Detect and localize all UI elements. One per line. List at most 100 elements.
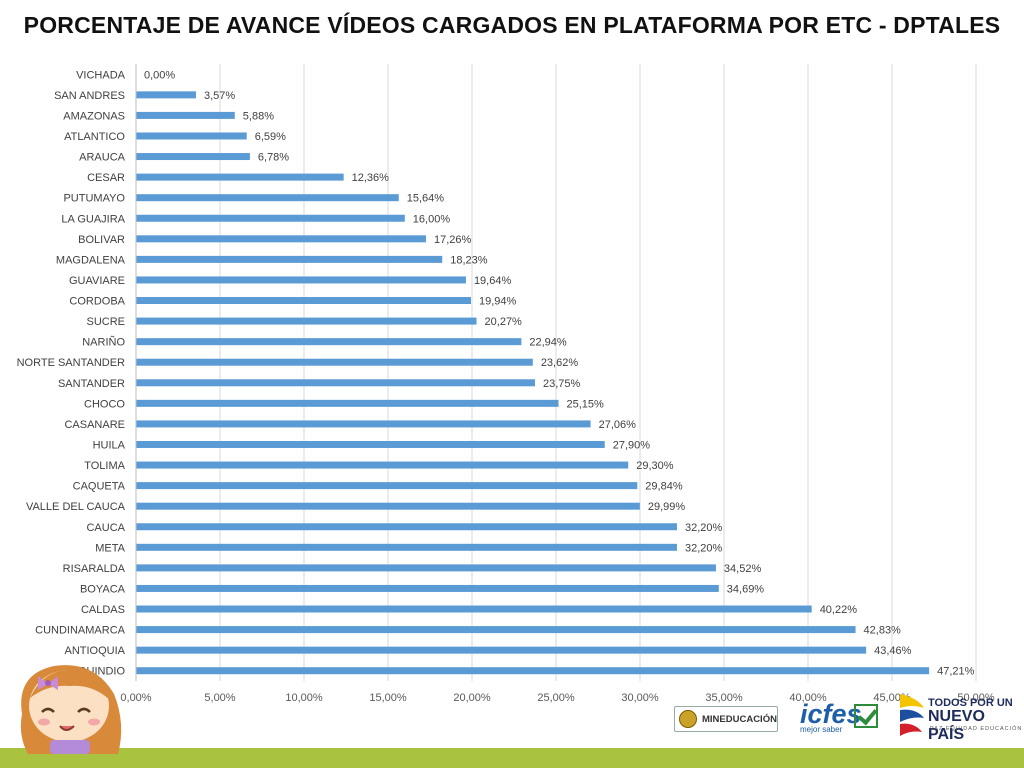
x-tick-label: 0,00% <box>120 692 151 704</box>
data-label: 23,62% <box>541 357 579 369</box>
category-label: ATLANTICO <box>64 131 125 143</box>
x-tick-label: 25,00% <box>537 692 575 704</box>
bar <box>136 194 399 202</box>
bar <box>136 235 426 243</box>
bar <box>136 482 638 490</box>
category-label: CALDAS <box>81 604 125 616</box>
data-label: 43,46% <box>874 645 912 657</box>
data-label: 18,23% <box>450 254 488 266</box>
category-label: SAN ANDRES <box>54 90 125 102</box>
data-label: 17,26% <box>434 234 472 246</box>
bar <box>136 317 477 325</box>
data-label: 42,83% <box>864 625 902 637</box>
girl-mascot-icon <box>20 665 122 754</box>
bar <box>136 605 812 613</box>
bar <box>136 440 605 448</box>
todos-por-un-nuevo-pais-logo: TODOS POR UN NUEVO PAÍS PAZ EQUIDAD EDUC… <box>898 688 1024 743</box>
data-label: 40,22% <box>820 604 858 616</box>
icfes-logo: icfes mejor saber <box>800 700 882 740</box>
chart-title: PORCENTAJE DE AVANCE VÍDEOS CARGADOS EN … <box>23 12 1001 38</box>
data-label: 5,88% <box>243 110 274 122</box>
x-tick-label: 15,00% <box>369 692 407 704</box>
category-label: CUNDINAMARCA <box>35 625 126 637</box>
category-label: CHOCO <box>84 398 125 410</box>
data-label: 23,75% <box>543 378 581 390</box>
bar <box>136 461 629 469</box>
category-label: NARIÑO <box>82 336 125 349</box>
data-label: 22,94% <box>529 337 567 349</box>
icfes-text: icfes <box>800 699 862 729</box>
bar <box>136 358 533 366</box>
bar <box>136 91 196 99</box>
category-label: GUAVIARE <box>69 275 125 287</box>
bar <box>136 379 535 387</box>
bar <box>136 667 930 675</box>
coat-of-arms-icon <box>679 710 697 728</box>
mineducacion-text: MINEDUCACIÓN <box>702 713 777 725</box>
category-label: BOLIVAR <box>78 234 125 246</box>
tpun-line1: TODOS POR UN <box>928 697 1013 709</box>
bar <box>136 276 466 284</box>
data-label: 29,99% <box>648 501 686 513</box>
bar <box>136 564 716 572</box>
bottom-band <box>0 748 1024 768</box>
data-label: 25,15% <box>567 398 605 410</box>
x-tick-label: 35,00% <box>705 692 743 704</box>
category-label: CORDOBA <box>69 296 125 308</box>
category-label: TOLIMA <box>84 460 125 472</box>
category-label: VICHADA <box>76 69 126 81</box>
tpun-line2: NUEVO PAÍS <box>928 708 985 743</box>
category-label: CESAR <box>87 172 125 184</box>
category-label: CASANARE <box>64 419 125 431</box>
data-label: 32,20% <box>685 542 723 554</box>
bar <box>136 626 856 634</box>
data-label: 34,52% <box>724 563 762 575</box>
tpun-line3: PAZ EQUIDAD EDUCACIÓN <box>930 726 1023 732</box>
category-label: META <box>95 542 125 554</box>
data-label: 47,21% <box>937 666 975 678</box>
category-label: ANTIOQUIA <box>64 645 125 657</box>
bar <box>136 543 677 551</box>
data-label: 12,36% <box>352 172 390 184</box>
category-label: HUILA <box>93 439 126 451</box>
mineducacion-logo: MINEDUCACIÓN <box>674 706 778 732</box>
category-label: RISARALDA <box>63 563 126 575</box>
bar <box>136 214 405 222</box>
bar <box>136 646 867 654</box>
bar <box>136 255 443 263</box>
data-label: 20,27% <box>485 316 523 328</box>
checkmark-icon <box>854 704 878 728</box>
data-label: 27,90% <box>613 439 651 451</box>
bar <box>136 132 247 140</box>
data-label: 6,59% <box>255 131 286 143</box>
bar-chart: 0,00% 5,00% 10,00% 15,00% 20,00% 25,00% 30,00%… <box>17 64 995 704</box>
data-label: 19,94% <box>479 296 517 308</box>
category-label: LA GUAJIRA <box>61 213 125 225</box>
data-label: 29,30% <box>636 460 674 472</box>
data-label: 3,57% <box>204 90 235 102</box>
category-label: AMAZONAS <box>63 110 125 122</box>
bar <box>136 153 250 161</box>
category-label: SANTANDER <box>58 378 125 390</box>
x-tick-label: 5,00% <box>204 692 235 704</box>
x-tick-label: 30,00% <box>621 692 659 704</box>
data-label: 27,06% <box>599 419 637 431</box>
bar <box>136 111 235 119</box>
category-label: CAUCA <box>86 522 125 534</box>
data-label: 6,78% <box>258 152 289 164</box>
x-tick-label: 10,00% <box>285 692 323 704</box>
bar <box>136 523 677 531</box>
data-label: 32,20% <box>685 522 723 534</box>
data-label: 15,64% <box>407 193 445 205</box>
data-label: 0,00% <box>144 69 175 81</box>
data-label: 34,69% <box>727 583 765 595</box>
bar <box>136 584 719 592</box>
data-label: 19,64% <box>474 275 512 287</box>
flag-swoosh-icon <box>900 694 924 736</box>
category-label: NORTE SANTANDER <box>17 357 125 369</box>
category-label: PUTUMAYO <box>63 193 125 205</box>
category-label: SUCRE <box>86 316 125 328</box>
category-label: ARAUCA <box>79 152 126 164</box>
category-label: CAQUETA <box>73 481 126 493</box>
bar <box>136 399 559 407</box>
